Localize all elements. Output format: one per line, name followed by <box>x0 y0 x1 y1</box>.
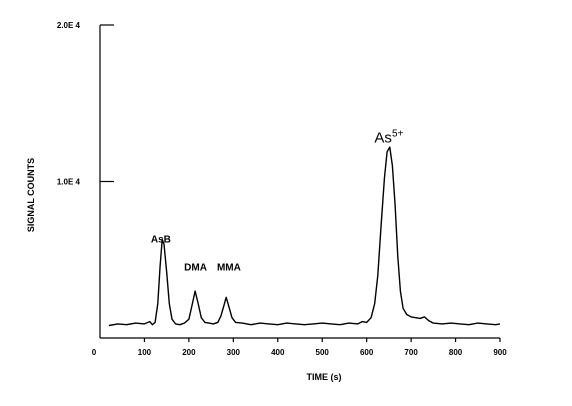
x-tick-label: 400 <box>271 348 285 357</box>
x-tick-label: 0 <box>92 348 97 357</box>
x-axis-title: TIME (s) <box>307 372 342 382</box>
x-tick-label: 900 <box>493 348 507 357</box>
x-tick-label: 300 <box>227 348 241 357</box>
x-tick-label: 100 <box>138 348 152 357</box>
ticks: 0 100 200 300 400 500 600 700 800 900 1.0E 4 2.0E 4 <box>57 21 507 357</box>
x-tick-label: 500 <box>316 348 330 357</box>
x-tick-label: 800 <box>449 348 463 357</box>
signal-trace <box>108 146 501 327</box>
x-tick-label: 700 <box>404 348 418 357</box>
y-tick-label: 1.0E 4 <box>57 178 81 187</box>
y-axis-title: SIGNAL COUNTS <box>26 158 36 232</box>
y-tick-label: 2.0E 4 <box>57 21 81 30</box>
peak-label: AsB <box>151 235 171 246</box>
peak-label: MMA <box>217 263 241 274</box>
x-tick-label: 200 <box>182 348 196 357</box>
peak-label: As5+ <box>374 128 403 146</box>
peak-annotations: AsB DMA MMA As5+ <box>151 128 404 273</box>
axes <box>99 25 500 339</box>
peak-label: DMA <box>184 263 207 274</box>
x-tick-label: 600 <box>360 348 374 357</box>
